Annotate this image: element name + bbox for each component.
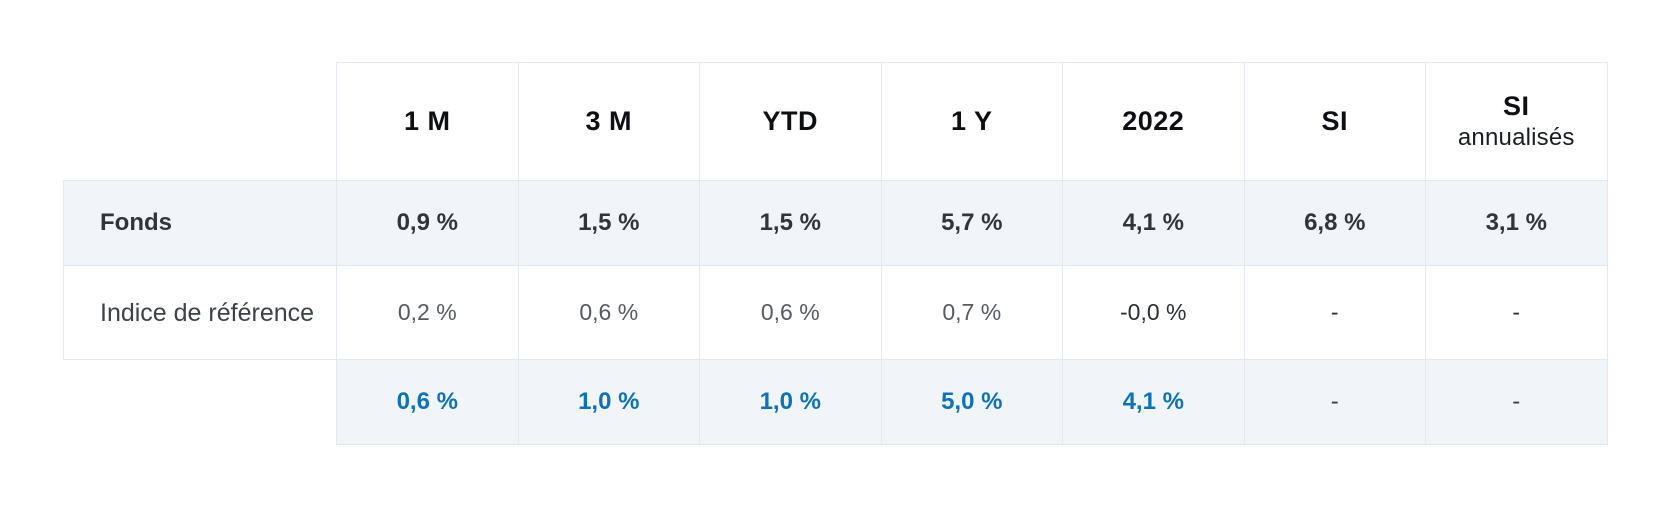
fonds-value-si-annualises: 3,1 % (1425, 180, 1608, 266)
difference-value-si-annualises: - (1425, 359, 1608, 445)
column-header-2022: 2022 (1062, 62, 1245, 181)
header-empty-cell (63, 62, 337, 181)
fonds-value-ytd: 1,5 % (699, 180, 882, 266)
table-header-row: 1 M 3 M YTD 1 Y 2022 SI SI annualisés (63, 62, 1608, 181)
difference-value-ytd: 1,0 % (699, 359, 882, 445)
difference-value-si: - (1243, 359, 1426, 445)
fonds-value-1y: 5,7 % (880, 180, 1063, 266)
reference-value-1m: 0,2 % (336, 265, 519, 360)
difference-value-3m: 1,0 % (517, 359, 700, 445)
column-header-1y: 1 Y (880, 62, 1063, 181)
reference-value-si: - (1243, 265, 1426, 360)
column-header-subtitle: annualisés (1457, 124, 1575, 151)
reference-value-3m: 0,6 % (517, 265, 700, 360)
reference-value-si-annualises: - (1425, 265, 1608, 360)
fonds-value-si: 6,8 % (1243, 180, 1426, 266)
table-row-reference: Indice de référence 0,2 % 0,6 % 0,6 % 0,… (63, 265, 1608, 360)
performance-table: 1 M 3 M YTD 1 Y 2022 SI SI annualisés Fo… (63, 62, 1608, 445)
difference-value-1m: 0,6 % (336, 359, 519, 445)
row-label-reference: Indice de référence (63, 265, 337, 360)
reference-value-1y: 0,7 % (880, 265, 1063, 360)
difference-value-2022: 4,1 % (1062, 359, 1245, 445)
reference-value-2022: -0,0 % (1062, 265, 1245, 360)
fonds-value-1m: 0,9 % (336, 180, 519, 266)
column-header-3m: 3 M (517, 62, 700, 181)
row-label-difference (63, 359, 337, 445)
difference-value-1y: 5,0 % (880, 359, 1063, 445)
fonds-value-2022: 4,1 % (1062, 180, 1245, 266)
column-header-si: SI (1243, 62, 1426, 181)
column-header-ytd: YTD (699, 62, 882, 181)
table-row-difference: 0,6 % 1,0 % 1,0 % 5,0 % 4,1 % - - (63, 359, 1608, 445)
reference-value-ytd: 0,6 % (699, 265, 882, 360)
row-label-fonds: Fonds (63, 180, 337, 266)
column-header-si-annualises: SI annualisés (1425, 62, 1608, 181)
fonds-value-3m: 1,5 % (517, 180, 700, 266)
table-row-fonds: Fonds 0,9 % 1,5 % 1,5 % 5,7 % 4,1 % 6,8 … (63, 180, 1608, 266)
column-header-1m: 1 M (336, 62, 519, 181)
